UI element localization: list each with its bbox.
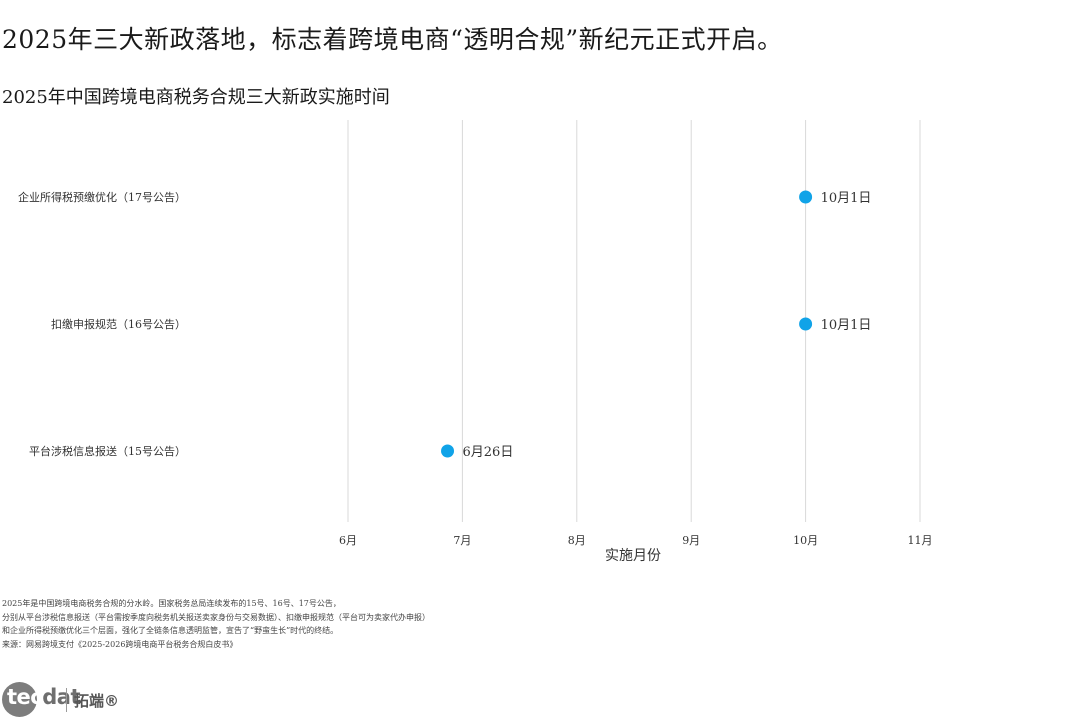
- data-point: [441, 444, 455, 458]
- logo-wordmark: tecdat: [7, 685, 80, 709]
- data-point: [799, 317, 813, 331]
- source-line: 来源：网易跨境支付《2025-2026跨境电商平台税务合规白皮书》: [2, 639, 238, 649]
- headline: 2025年三大新政落地，标志着跨境电商“透明合规”新纪元正式开启。: [2, 25, 783, 54]
- tecdat-logo: tecdat 拓端®: [2, 682, 142, 718]
- logo-chinese-name: 拓端®: [74, 692, 120, 710]
- category-label: 企业所得税预缴优化（17号公告）: [18, 190, 186, 204]
- note-line: 2025年是中国跨境电商税务合规的分水岭。国家税务总局连续发布的15号、16号、…: [2, 599, 341, 608]
- data-point: [799, 190, 813, 204]
- data-label: 10月1日: [821, 191, 872, 206]
- data-label: 6月26日: [463, 445, 514, 460]
- note-line: 和企业所得税预缴优化三个层面，强化了全链条信息透明监管，宣告了“野蛮生长”时代的…: [2, 626, 339, 635]
- note-line: 分别从平台涉税信息报送（平台需按季度向税务机关报送卖家身份与交易数据）、扣缴申报…: [2, 612, 430, 622]
- x-tick-label: 7月: [453, 534, 471, 547]
- category-label: 平台涉税信息报送（15号公告）: [29, 444, 186, 458]
- timeline-chart: 企业所得税预缴优化（17号公告） 扣缴申报规范（16号公告） 平台涉税信息报送（15…: [18, 120, 933, 564]
- x-tick-label: 6月: [339, 534, 357, 547]
- category-label: 扣缴申报规范（16号公告）: [51, 317, 186, 331]
- x-axis-label: 实施月份: [605, 548, 661, 564]
- x-tick-label: 11月: [908, 534, 933, 547]
- category-labels: 企业所得税预缴优化（17号公告） 扣缴申报规范（16号公告） 平台涉税信息报送（15…: [18, 190, 186, 458]
- x-tick-labels: 6月 7月 8月 9月 10月 11月: [339, 534, 933, 547]
- chart-title: 2025年中国跨境电商税务合规三大新政实施时间: [2, 87, 390, 108]
- data-points: 10月1日 10月1日 6月26日: [441, 190, 872, 460]
- x-tick-label: 9月: [682, 534, 700, 547]
- footnotes: 2025年是中国跨境电商税务合规的分水岭。国家税务总局连续发布的15号、16号、…: [2, 597, 702, 651]
- logo-divider: [66, 688, 67, 712]
- x-tick-label: 10月: [793, 534, 818, 547]
- data-label: 10月1日: [821, 318, 872, 333]
- logo-circle-icon: [2, 682, 37, 717]
- x-tick-label: 8月: [568, 534, 586, 547]
